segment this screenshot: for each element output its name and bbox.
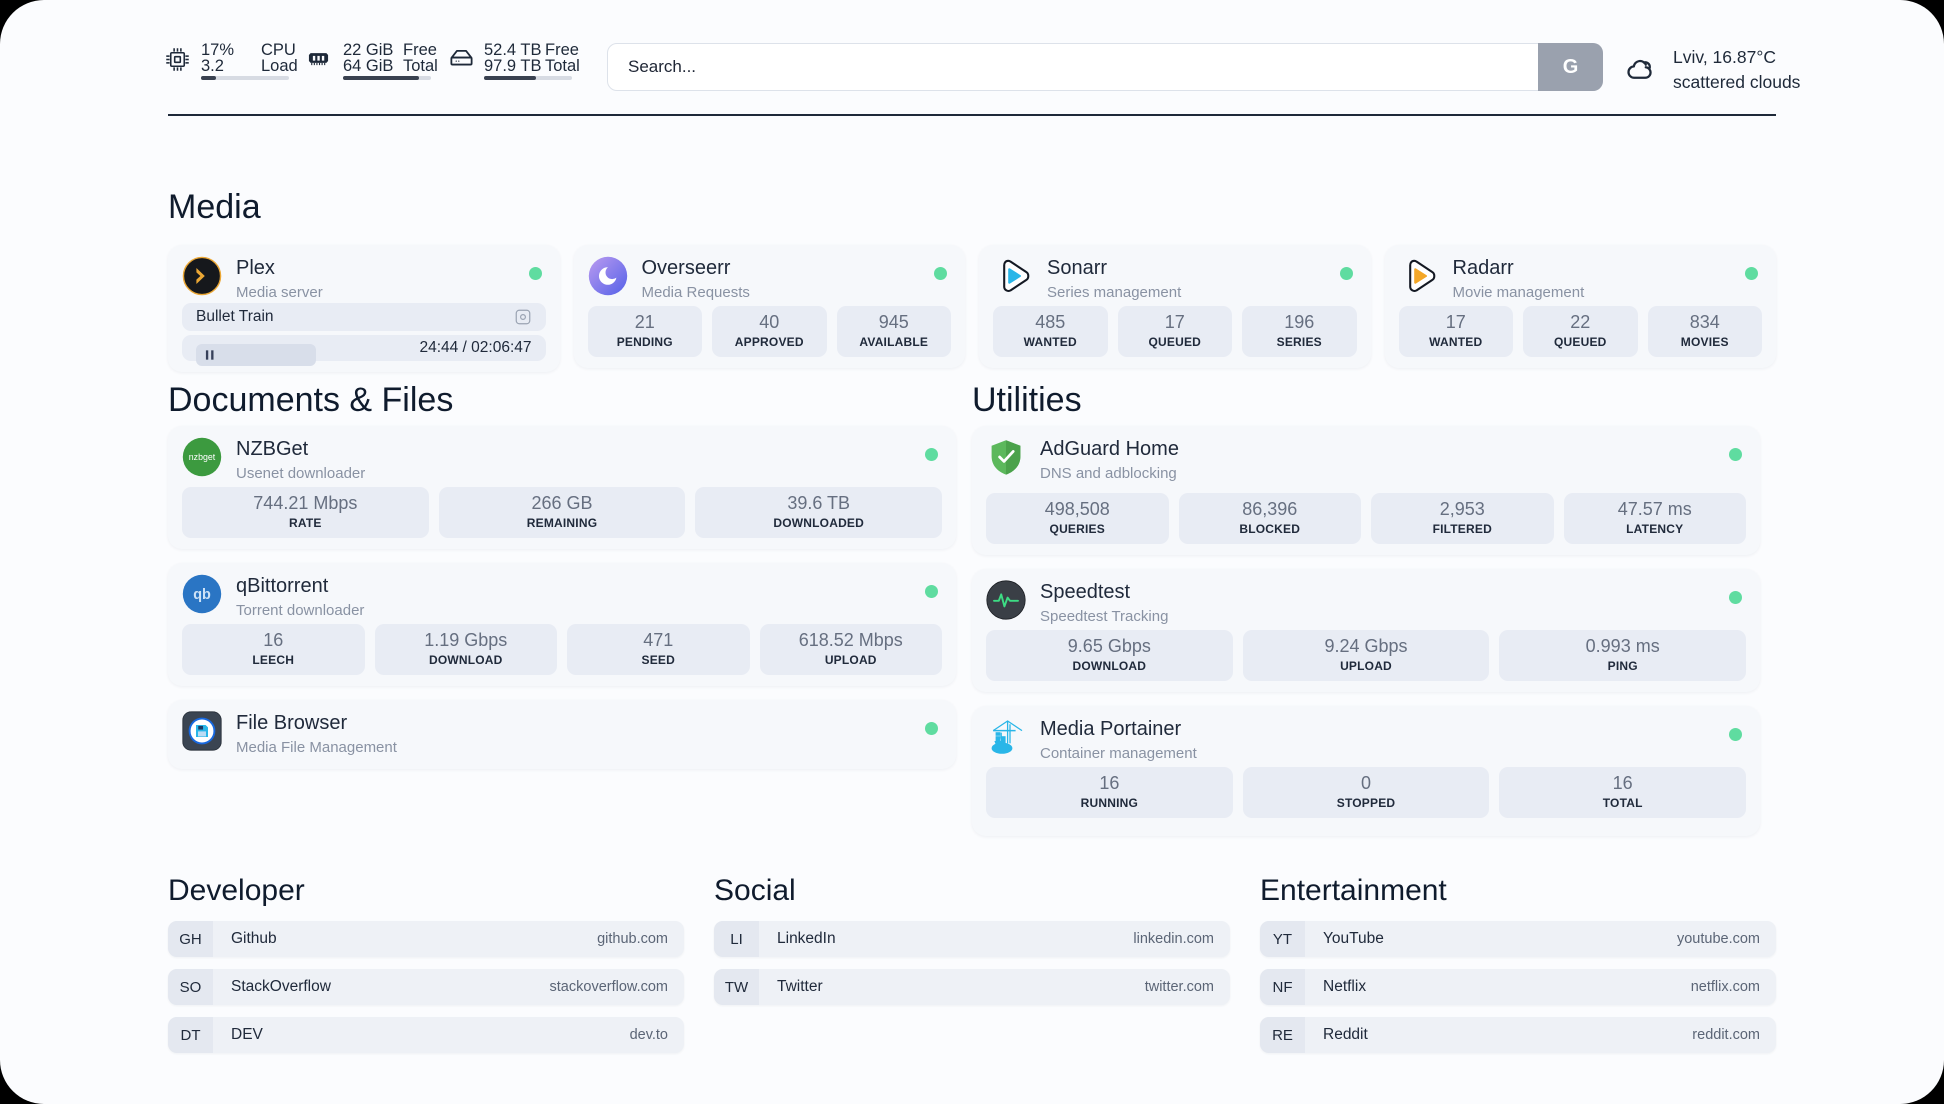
svg-text:qb: qb <box>193 587 211 603</box>
svg-text:nzbget: nzbget <box>189 452 216 462</box>
